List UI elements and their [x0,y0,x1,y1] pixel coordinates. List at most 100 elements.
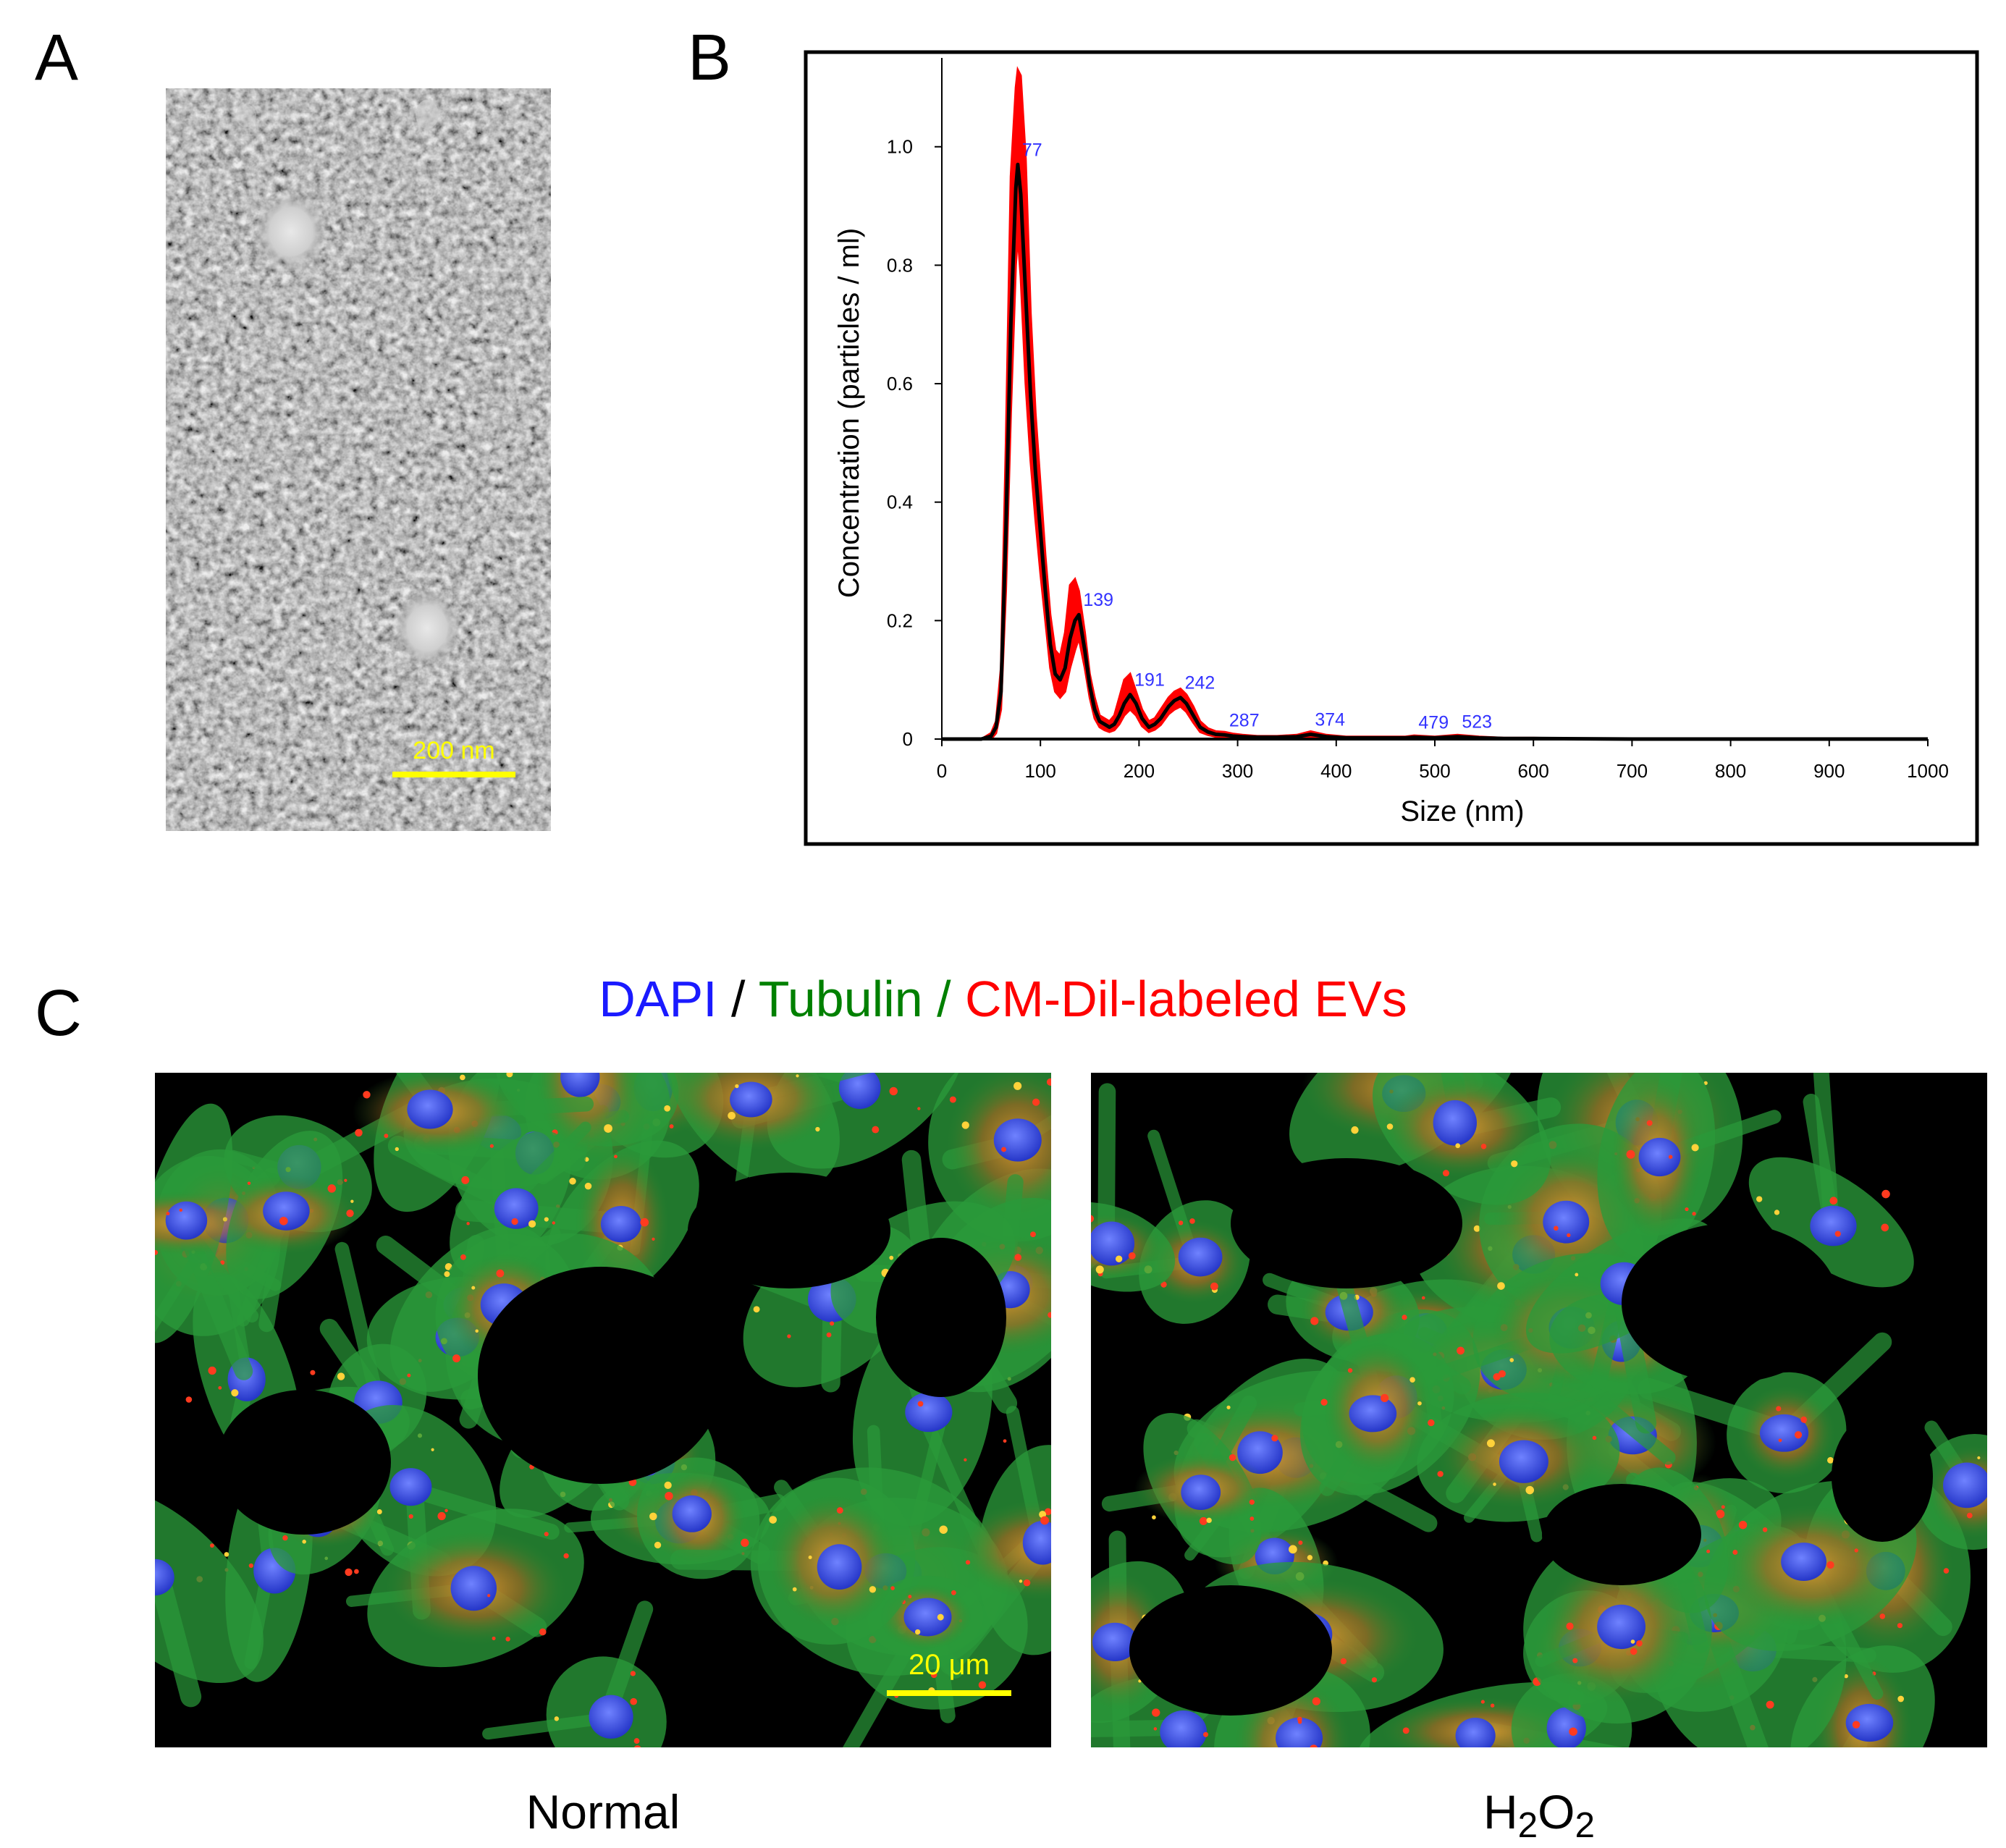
legend-tubulin: Tubulin [758,971,923,1027]
peak-label: 191 [1134,670,1165,691]
ev-punctum [146,1243,151,1248]
ev-punctum [1082,1307,1087,1312]
ev-punctum [1881,1189,1890,1199]
ev-punctum [166,1212,170,1216]
ev-punctum [654,1541,662,1549]
ev-punctum [179,1208,183,1212]
tem-micrograph: 200 nm [166,88,551,831]
ev-punctum [610,1041,613,1045]
ev-punctum [1721,1505,1725,1509]
y-tick-label: 0.4 [887,491,913,513]
y-tick-label: 0 [903,728,913,750]
ev-punctum [1001,1147,1007,1152]
ev-punctum [1879,1613,1886,1619]
x-tick-label: 600 [1518,760,1549,782]
ev-punctum [444,1271,450,1278]
ev-punctum [1249,1516,1255,1521]
ev-punctum [1834,1231,1841,1237]
ev-punctum [1844,1674,1848,1679]
ev-punctum [1575,1273,1579,1277]
ev-punctum [664,1481,672,1489]
ev-punctum [528,1220,536,1228]
ev-punctum [1409,1377,1415,1383]
ev-punctum [1064,1692,1071,1700]
ev-uptake-region [956,1499,1051,1600]
ev-punctum [1776,1406,1782,1412]
ev-punctum [1569,1727,1577,1736]
nucleus [1276,1717,1323,1747]
ev-punctum [1003,1439,1007,1443]
ev-punctum [1289,1545,1297,1554]
nucleus [1845,1703,1894,1742]
nucleus [1455,1717,1496,1747]
ev-punctum [302,1540,306,1544]
ev-punctum [208,1366,216,1375]
nucleus [1546,1707,1586,1747]
nucleus [1433,1100,1478,1146]
ev-punctum [1493,1482,1496,1486]
empty-area [876,1238,1006,1397]
nucleus [672,1495,712,1532]
ev-punctum [792,1587,797,1592]
cell-protrusion [334,1241,384,1406]
ev-punctum [633,1738,640,1744]
ev-punctum [1827,1456,1834,1464]
ev-punctum [1237,1786,1244,1794]
ev-punctum [93,1606,97,1609]
ev-punctum [1766,1700,1774,1709]
ev-punctum [604,1124,612,1133]
y-tick-label: 0.8 [887,254,913,276]
ev-punctum [1019,1579,1023,1583]
ev-punctum [487,1594,491,1598]
ev-punctum [1630,1647,1638,1655]
ev-punctum [1138,1679,1142,1683]
x-tick-label: 900 [1813,760,1845,782]
ev-punctum [460,1074,465,1081]
ev-punctum [1977,1456,1981,1460]
ev-punctum [395,1147,399,1152]
ev-punctum [460,1254,466,1260]
ev-punctum [1044,1508,1051,1516]
ev-punctum [590,1050,597,1058]
ev-punctum [1455,1143,1461,1149]
ev-punctum [630,1671,636,1676]
ev-punctum [1271,1435,1278,1442]
ev-punctum [1312,1697,1320,1705]
cell-protrusion [155,1574,202,1708]
ev-punctum [1442,1170,1449,1177]
ev-punctum [544,1217,549,1222]
ev-punctum [937,1613,944,1621]
empty-area [688,1173,890,1288]
ev-punctum [461,1176,470,1184]
nucleus [389,1468,432,1506]
ev-punctum [466,1222,470,1225]
ev-punctum [1803,1419,1807,1423]
panel-label-a: A [35,22,79,94]
nucleus [155,1558,174,1596]
nucleus [1349,1395,1397,1433]
ev-punctum [437,1511,446,1521]
ev-punctum [665,1491,673,1501]
ev-punctum [1738,1520,1748,1530]
ev-punctum [1210,1768,1213,1772]
ev-punctum [1716,1509,1725,1519]
nucleus [1499,1440,1548,1483]
ev-punctum [1023,1579,1031,1587]
ev-punctum [506,1073,513,1078]
ev-punctum [889,1255,894,1260]
ev-punctum [1152,1708,1160,1717]
ev-punctum [1331,1031,1338,1039]
ev-punctum [185,1396,193,1403]
ev-punctum [1572,1658,1578,1663]
ev-punctum [231,1389,239,1397]
ev-punctum [1206,1517,1212,1524]
ev-punctum [965,1560,971,1565]
ev-punctum [452,1354,460,1363]
caption-h2o2: H2O2 [1322,1785,1756,1844]
ev-punctum [961,1121,969,1129]
caption-h2o2-h: H [1483,1785,1518,1839]
ev-punctum [915,1629,921,1635]
ev-punctum [1371,1677,1378,1683]
ev-punctum [132,1570,135,1573]
nucleus [1597,1604,1646,1650]
